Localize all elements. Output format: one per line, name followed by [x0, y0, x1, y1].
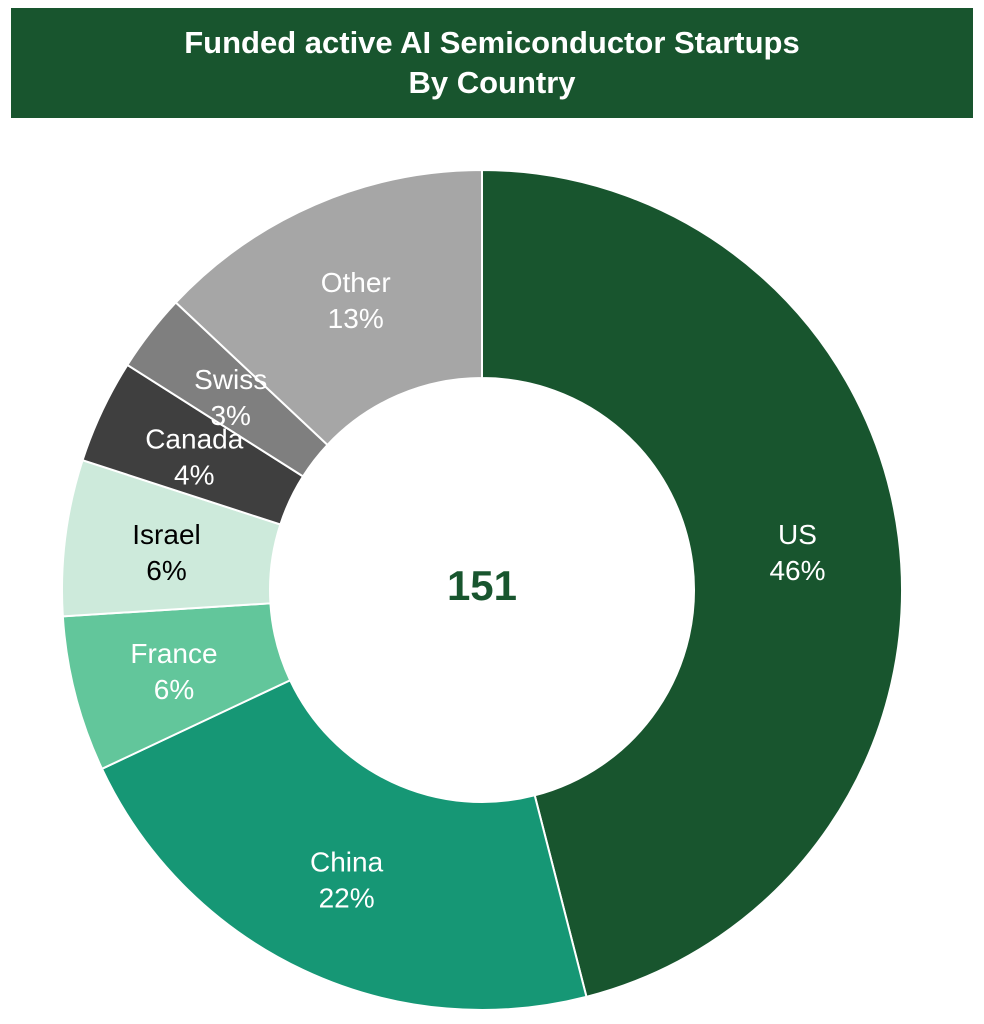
- chart-title: Funded active AI Semiconductor Startups: [184, 25, 800, 60]
- slice-label-israel: Israel 6%: [132, 519, 200, 586]
- slice-name-us: US: [778, 519, 817, 550]
- donut-labels: US 46% China 22% France 6% Israel 6% Canada 4% Swi…: [130, 267, 825, 914]
- slice-percent-china: 22%: [319, 883, 375, 914]
- slice-label-other: Other 13%: [321, 267, 391, 334]
- slice-name-swiss: Swiss: [194, 364, 267, 395]
- slice-name-other: Other: [321, 267, 391, 298]
- slice-percent-canada: 4%: [174, 460, 214, 491]
- chart-subtitle: By Country: [408, 65, 576, 100]
- slice-percent-us: 46%: [769, 555, 825, 586]
- slice-name-china: China: [310, 847, 384, 878]
- slice-label-swiss: Swiss 3%: [194, 364, 267, 431]
- slice-percent-israel: 6%: [146, 555, 186, 586]
- chart-title-banner: Funded active AI Semiconductor Startups …: [11, 8, 973, 118]
- slice-percent-swiss: 3%: [210, 400, 250, 431]
- slice-china: [100, 678, 588, 1011]
- slice-percent-other: 13%: [328, 303, 384, 334]
- slice-label-france: France 6%: [130, 638, 217, 705]
- slice-name-israel: Israel: [132, 519, 200, 550]
- slice-name-canada: Canada: [145, 424, 244, 455]
- donut-slices: [61, 168, 903, 1011]
- slice-name-france: France: [130, 638, 217, 669]
- slice-label-canada: Canada 4%: [145, 424, 244, 491]
- slice-other: [174, 168, 483, 447]
- slice-percent-france: 6%: [154, 674, 194, 705]
- center-total-label: 151: [447, 562, 517, 609]
- slice-us: [481, 168, 903, 999]
- slice-label-us: US 46%: [769, 519, 825, 586]
- slice-label-china: China 22%: [310, 847, 384, 914]
